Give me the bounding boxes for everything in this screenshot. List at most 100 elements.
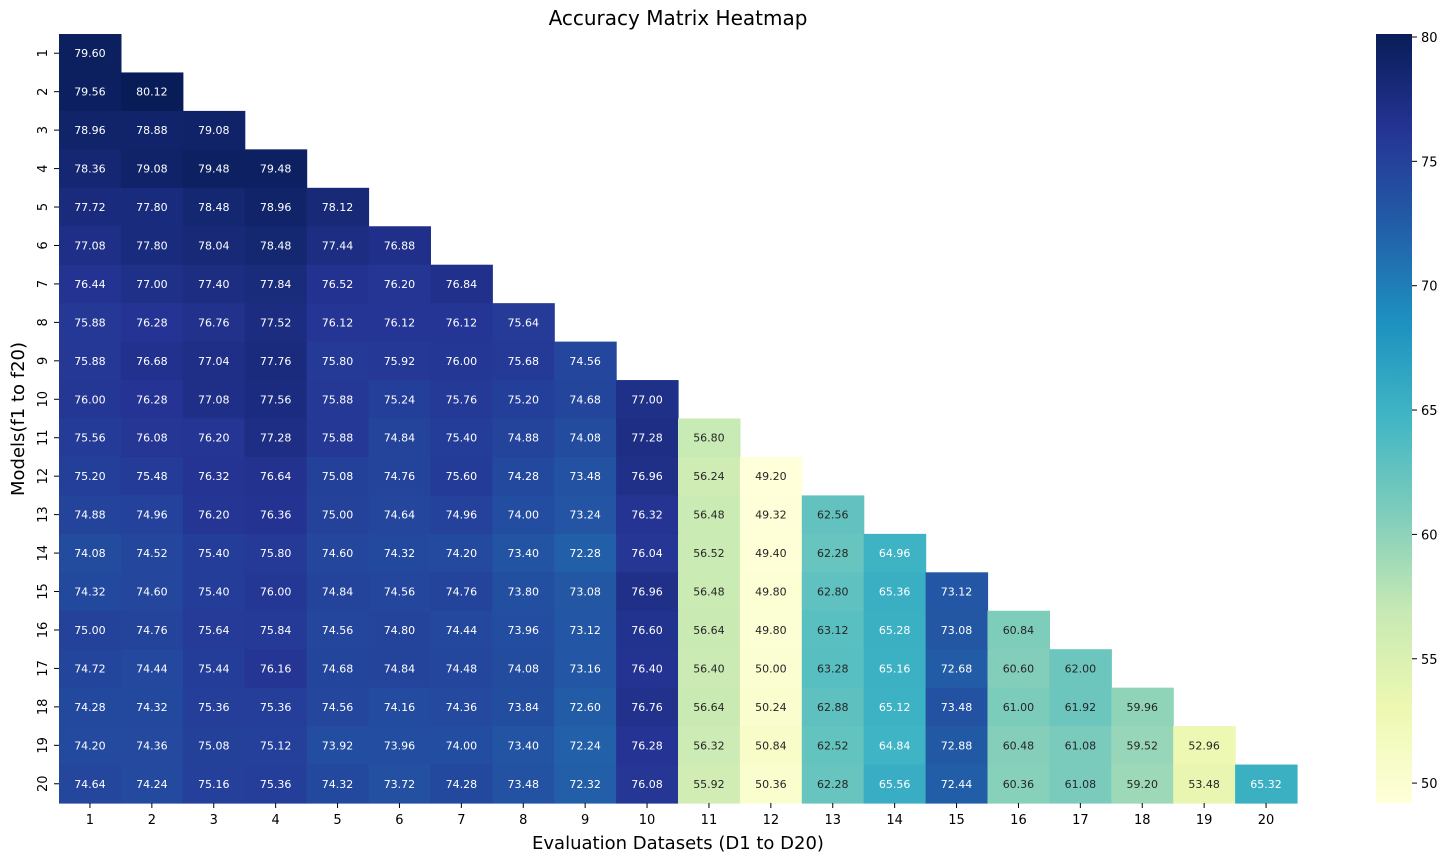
cell-value-label: 77.80: [136, 201, 168, 214]
cell-value-label: 74.32: [74, 586, 106, 599]
cell-value-label: 60.36: [1003, 778, 1035, 791]
heatmap-cell: [554, 572, 617, 612]
cell-value-label: 75.60: [446, 470, 478, 483]
cell-value-label: 74.60: [322, 547, 354, 560]
cell-value-label: 76.28: [136, 393, 168, 406]
cell-value-label: 75.20: [508, 393, 540, 406]
cell-value-label: 74.00: [508, 509, 540, 522]
cell-value-label: 74.24: [136, 778, 168, 791]
heatmap-cell: [1049, 687, 1112, 727]
heatmap-cell: [492, 303, 555, 343]
cell-value-label: 77.28: [260, 432, 292, 445]
heatmap-cell: [120, 533, 184, 573]
cell-value-label: 74.88: [508, 432, 540, 445]
heatmap-cell: [925, 726, 989, 766]
y-tick-label: 14: [36, 545, 51, 562]
cell-value-label: 73.16: [569, 662, 601, 675]
cell-value-label: 75.40: [446, 432, 478, 445]
cell-value-label: 64.84: [879, 739, 911, 752]
heatmap-cell: [244, 610, 308, 650]
cell-value-label: 76.00: [74, 393, 106, 406]
heatmap-cell: [678, 418, 741, 458]
y-tick-label: 16: [36, 622, 51, 639]
y-tick-label: 15: [36, 583, 51, 600]
cell-value-label: 56.52: [693, 547, 725, 560]
cell-value-label: 78.36: [74, 163, 106, 176]
heatmap-cell: [244, 649, 308, 689]
heatmap-cell: [925, 687, 989, 727]
cell-value-label: 75.92: [384, 355, 416, 368]
cell-value-label: 62.28: [817, 778, 849, 791]
cell-value-label: 79.48: [260, 163, 292, 176]
cell-value-label: 73.48: [508, 778, 540, 791]
heatmap-cell: [59, 34, 122, 74]
heatmap-cell: [492, 687, 555, 727]
cell-value-label: 62.56: [817, 509, 849, 522]
cell-value-label: 76.44: [74, 278, 106, 291]
heatmap-cell: [925, 649, 989, 689]
heatmap-cell: [368, 764, 431, 804]
cell-value-label: 76.08: [136, 432, 168, 445]
heatmap-cell: [59, 533, 122, 573]
cell-value-label: 75.36: [260, 778, 292, 791]
heatmap-cell: [306, 341, 370, 381]
heatmap-cell: [739, 649, 803, 689]
cell-value-label: 60.60: [1003, 662, 1035, 675]
x-tick-label: 12: [763, 813, 780, 828]
x-tick-label: 3: [210, 813, 218, 828]
heatmap-cell: [368, 418, 431, 458]
cell-value-label: 72.44: [941, 778, 973, 791]
y-tick-label: 10: [36, 391, 51, 408]
heatmap-cell: [430, 341, 493, 381]
heatmap-cell: [430, 418, 493, 458]
cell-value-label: 49.32: [755, 509, 787, 522]
heatmap-cell: [306, 495, 370, 535]
cell-value-label: 74.56: [322, 624, 354, 637]
cell-value-label: 75.12: [260, 739, 292, 752]
y-tick-label: 6: [36, 241, 51, 249]
cell-value-label: 77.08: [198, 393, 230, 406]
heatmap-cell: [120, 303, 184, 343]
cell-value-label: 74.64: [74, 778, 106, 791]
heatmap-cell: [925, 610, 989, 650]
heatmap-cell: [987, 726, 1050, 766]
heatmap-cell: [863, 764, 927, 804]
colorbar: 50 55 60 65 70 75 80: [1376, 31, 1438, 803]
heatmap-cell: [430, 610, 493, 650]
cell-value-label: 76.36: [260, 509, 292, 522]
x-tick-label: 18: [1134, 813, 1151, 828]
heatmap-cell: [306, 726, 370, 766]
cell-value-label: 74.96: [136, 509, 168, 522]
cell-value-label: 65.16: [879, 662, 911, 675]
cell-value-label: 78.96: [260, 201, 292, 214]
heatmap-cell: [554, 533, 617, 573]
colorbar-tick-label: 75: [1421, 155, 1438, 170]
heatmap-cell: [244, 187, 308, 227]
heatmap-cell: [182, 533, 246, 573]
cell-value-label: 75.00: [322, 509, 354, 522]
cell-value-label: 74.76: [384, 470, 416, 483]
heatmap-cell: [244, 380, 308, 420]
cell-value-label: 74.84: [384, 662, 416, 675]
cell-value-label: 52.96: [1188, 739, 1220, 752]
cell-value-label: 75.40: [198, 547, 230, 560]
heatmap-cell: [492, 726, 555, 766]
cell-value-label: 74.56: [569, 355, 601, 368]
colorbar-gradient: [1376, 34, 1412, 803]
heatmap-cell: [492, 572, 555, 612]
heatmap-cell: [739, 456, 803, 496]
cell-value-label: 77.56: [260, 393, 292, 406]
cell-value-label: 76.88: [384, 239, 416, 252]
x-tick-label: 16: [1010, 813, 1027, 828]
heatmap-cell: [554, 649, 617, 689]
cell-value-label: 77.84: [260, 278, 292, 291]
colorbar-tick-label: 50: [1421, 777, 1438, 792]
cell-value-label: 65.36: [879, 586, 911, 599]
heatmap-cell: [120, 764, 184, 804]
cell-value-label: 76.28: [136, 316, 168, 329]
cell-value-label: 72.28: [569, 547, 601, 560]
cell-value-label: 76.20: [384, 278, 416, 291]
heatmap-cell: [244, 149, 308, 189]
cell-value-label: 76.00: [446, 355, 478, 368]
cell-value-label: 74.84: [322, 586, 354, 599]
